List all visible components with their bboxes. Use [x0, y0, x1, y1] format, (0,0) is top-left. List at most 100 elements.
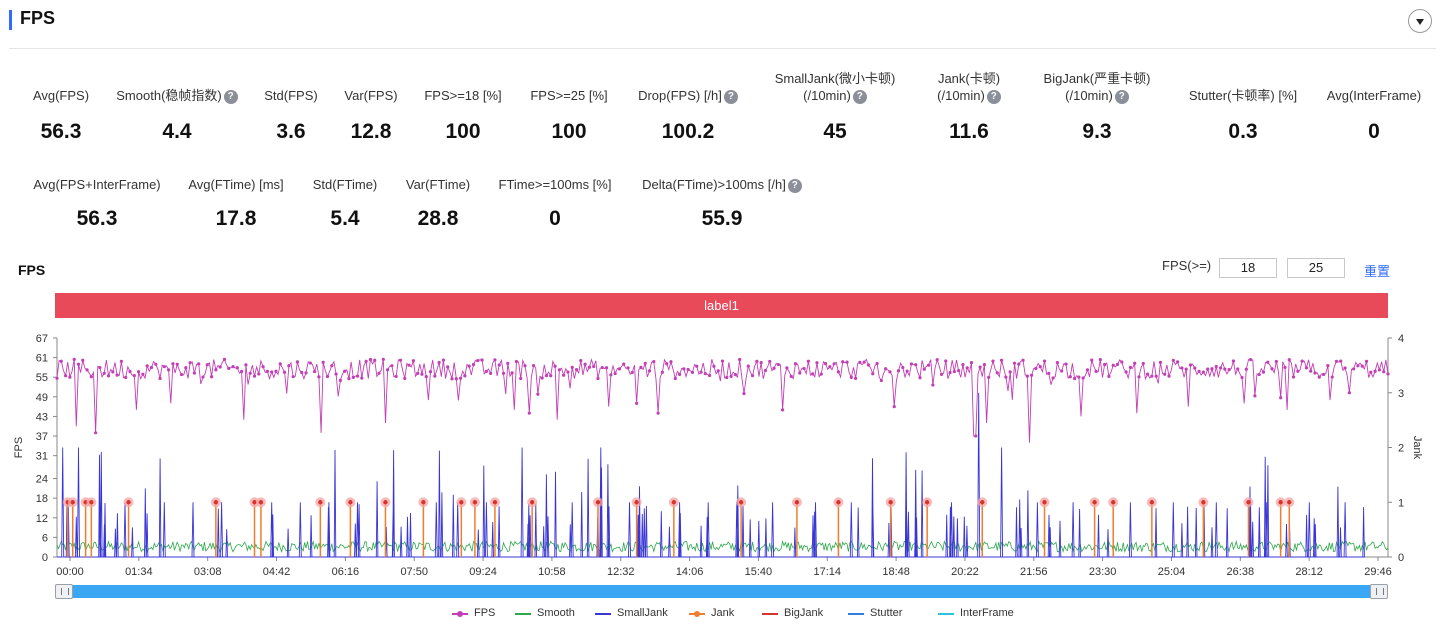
metric-label: Avg(FTime) [ms] [136, 176, 336, 193]
fps-point [334, 372, 338, 376]
metric-value: 100 [551, 120, 587, 143]
bigjank-point [980, 500, 985, 505]
help-icon[interactable]: ? [852, 89, 867, 104]
fps-point [192, 371, 196, 375]
metric-label: Avg(FPS) [0, 87, 161, 104]
help-icon[interactable]: ? [787, 178, 802, 193]
fps-point [781, 408, 785, 412]
fps-point [1038, 365, 1042, 369]
fps-point [1072, 377, 1077, 381]
y-tick-label-right: 3 [1398, 388, 1404, 400]
fps-point [750, 374, 755, 378]
metric-avg-ftime-ms: Avg(FTime) [ms] 17.8 [136, 176, 336, 256]
fps-point [1184, 367, 1188, 371]
metric-value: 100.2 [661, 120, 715, 143]
metric-value: 0 [1368, 120, 1380, 143]
metric-label-text: Jank(卡顿) [937, 71, 1001, 86]
reset-link[interactable]: 重置 [1364, 264, 1391, 279]
fps-point [347, 377, 351, 381]
fps-point [1218, 366, 1223, 370]
fps-point [991, 359, 995, 363]
fps-point [510, 371, 514, 375]
fps-point [1274, 359, 1278, 364]
x-tick-label: 03:08 [194, 566, 222, 578]
help-icon[interactable]: ? [723, 89, 738, 104]
fps-point [1304, 366, 1309, 370]
fps-point [609, 373, 613, 377]
help-icon[interactable]: ? [223, 89, 238, 104]
help-icon[interactable]: ? [986, 89, 1001, 104]
chevron-down-icon[interactable] [1408, 9, 1432, 33]
fps-point [1180, 366, 1184, 370]
fps-point [982, 363, 987, 367]
x-tick-label: 20:22 [951, 566, 979, 578]
fps-point [252, 374, 257, 378]
bigjank-point [492, 500, 498, 505]
fps-point [1090, 358, 1094, 362]
legend-label: SmallJank [617, 607, 668, 619]
fps-point [836, 370, 841, 374]
fps-point [669, 360, 673, 364]
fps-point [1081, 376, 1085, 380]
fps-point [1210, 367, 1214, 371]
fps-point [136, 370, 141, 374]
x-tick-label: 21:56 [1020, 566, 1048, 578]
legend-swatch [938, 613, 954, 615]
x-tick-label: 09:24 [469, 566, 497, 578]
slider-handle-left[interactable] [55, 584, 73, 599]
metric-jank: Jank(卡顿) (/10min)? 11.6 [869, 70, 1069, 150]
metric-smalljank: SmallJank(微小卡顿) (/10min)? 45 [735, 70, 935, 150]
title-accent-bar [9, 10, 12, 30]
fps-point [514, 359, 519, 364]
fps-point [1227, 368, 1231, 372]
fps-point [519, 376, 523, 381]
fps-threshold-input-1[interactable]: 18 [1219, 258, 1277, 278]
fps-point [381, 357, 385, 361]
fps-point [1300, 359, 1304, 363]
fps-point [257, 372, 261, 376]
fps-point [553, 364, 557, 368]
fps-point [695, 364, 699, 368]
metric-value: 12.8 [350, 120, 392, 143]
series-smooth [56, 539, 1389, 554]
metric-label: Avg(FPS+InterFrame) [0, 176, 197, 193]
slider-track[interactable] [71, 585, 1372, 598]
fps-point [1077, 375, 1081, 379]
panel-header: FPS [0, 0, 1440, 48]
fps-point [1343, 366, 1347, 370]
fps-point [94, 431, 98, 435]
x-tick-label: 14:06 [676, 566, 704, 578]
fps-threshold-input-2[interactable]: 25 [1287, 258, 1345, 278]
metric-label: Std(FTime) [245, 176, 445, 193]
fps-point [1266, 360, 1270, 364]
fps-point [1094, 369, 1098, 373]
fps-point [557, 368, 561, 372]
fps-point [759, 361, 763, 365]
metric-value: 17.8 [215, 207, 257, 230]
fps-point [544, 374, 549, 378]
x-tick-label: 01:34 [125, 566, 153, 578]
fps-point [231, 365, 235, 369]
fps-point [682, 367, 686, 371]
fps-point [454, 377, 458, 381]
fps-point [338, 378, 342, 382]
fps-point [240, 369, 244, 374]
fps-point [1360, 364, 1364, 368]
fps-point [1214, 364, 1218, 369]
label-band[interactable]: label1 [55, 293, 1388, 318]
fps-point [63, 374, 68, 378]
slider-handle-right[interactable] [1370, 584, 1388, 599]
fps-point [879, 378, 883, 383]
header-divider [9, 48, 1436, 49]
fps-point [987, 375, 991, 379]
fps-point [622, 362, 626, 366]
time-range-slider[interactable] [55, 584, 1388, 599]
help-icon[interactable]: ? [1114, 89, 1129, 104]
fps-point [441, 358, 446, 362]
fps-point [497, 363, 501, 367]
fps-point [420, 372, 424, 376]
fps-point [922, 367, 926, 371]
fps-point [656, 411, 660, 415]
fps-threshold-label: FPS(>=) [1162, 258, 1212, 273]
fps-point [197, 362, 201, 366]
